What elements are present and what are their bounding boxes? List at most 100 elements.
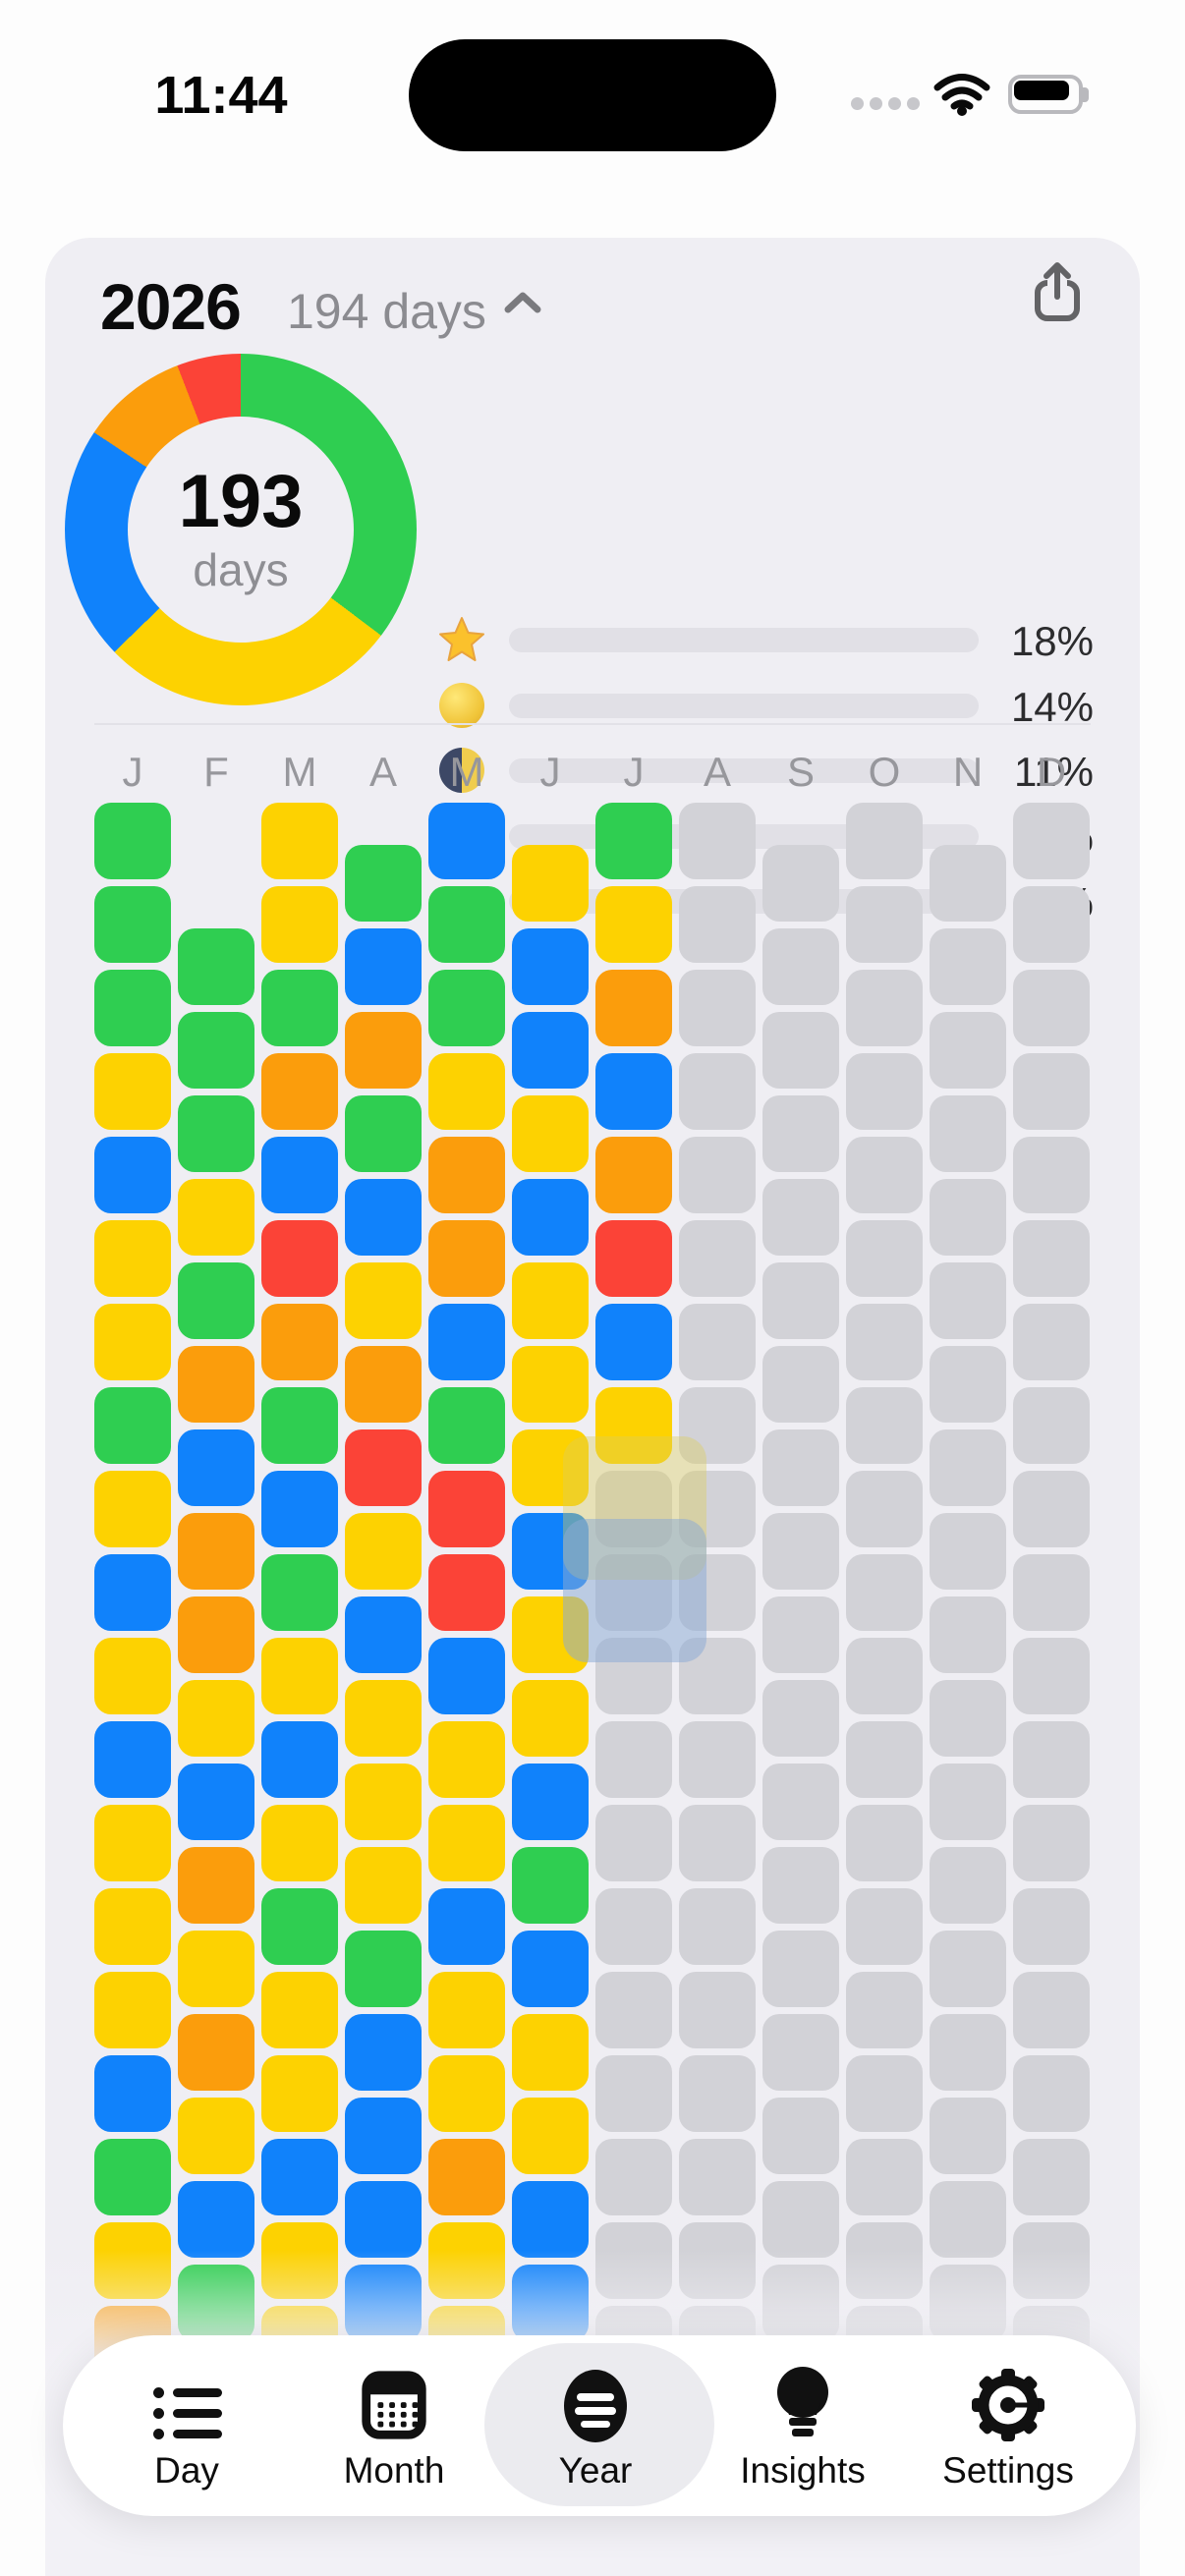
day-cell[interactable] [595,803,672,879]
day-cell[interactable] [345,1011,422,1089]
day-cell[interactable] [846,1721,923,1798]
day-cell[interactable] [1013,1972,1090,2048]
day-cell[interactable] [345,2013,422,2091]
day-cell[interactable] [178,1763,254,1840]
day-cell[interactable] [679,1387,756,1464]
day-cell[interactable] [930,1679,1006,1757]
day-cell[interactable] [1013,1053,1090,1130]
day-cell[interactable] [178,1178,254,1256]
day-cell[interactable] [1013,1888,1090,1965]
day-cell[interactable] [512,1345,589,1423]
day-cell[interactable] [846,1387,923,1464]
day-cell[interactable] [595,1304,672,1380]
day-cell[interactable] [595,1387,672,1464]
day-cell[interactable] [1013,886,1090,963]
day-cell[interactable] [595,1220,672,1297]
day-cell[interactable] [930,2013,1006,2091]
day-cell[interactable] [428,1471,505,1547]
day-cell[interactable] [930,1094,1006,1172]
day-cell[interactable] [261,1304,338,1380]
day-cell[interactable] [178,2013,254,2091]
day-cell[interactable] [178,1094,254,1172]
day-cell[interactable] [762,1763,839,1840]
day-cell[interactable] [261,1638,338,1714]
day-cell[interactable] [846,2055,923,2132]
day-cell[interactable] [428,803,505,879]
day-cell[interactable] [428,1220,505,1297]
day-cell[interactable] [930,1178,1006,1256]
day-cell[interactable] [261,1220,338,1297]
tab-day[interactable]: Day [84,2335,290,2516]
day-cell[interactable] [762,844,839,922]
day-cell[interactable] [930,1930,1006,2007]
day-cell[interactable] [178,1846,254,1924]
day-cell[interactable] [94,1888,171,1965]
day-cell[interactable] [512,1846,589,1924]
day-cell[interactable] [846,1554,923,1631]
day-cell[interactable] [846,1805,923,1881]
day-cell[interactable] [428,1554,505,1631]
day-cell[interactable] [345,1596,422,1673]
day-cell[interactable] [846,2139,923,2215]
day-cell[interactable] [846,1304,923,1380]
day-cell[interactable] [762,1512,839,1590]
day-cell[interactable] [679,803,756,879]
day-cell[interactable] [1013,1387,1090,1464]
day-cell[interactable] [178,1679,254,1757]
day-cell[interactable] [762,1846,839,1924]
day-cell[interactable] [1013,1137,1090,1213]
day-cell[interactable] [762,1596,839,1673]
day-cell[interactable] [846,1888,923,1965]
day-cell[interactable] [178,1596,254,1673]
day-cell[interactable] [595,1972,672,2048]
day-cell[interactable] [94,886,171,963]
day-cell[interactable] [930,844,1006,922]
day-cell[interactable] [846,886,923,963]
day-cell[interactable] [94,1805,171,1881]
day-cell[interactable] [261,1721,338,1798]
day-cell[interactable] [930,1261,1006,1339]
day-cell[interactable] [512,2097,589,2174]
day-cell[interactable] [679,1304,756,1380]
day-cell[interactable] [345,1846,422,1924]
day-cell[interactable] [261,1554,338,1631]
day-cell[interactable] [595,970,672,1046]
day-cell[interactable] [679,1972,756,2048]
day-cell[interactable] [428,1638,505,1714]
day-cell[interactable] [261,1053,338,1130]
day-cell[interactable] [94,803,171,879]
day-cell[interactable] [930,1428,1006,1506]
day-cell[interactable] [846,1137,923,1213]
day-cell[interactable] [1013,1471,1090,1547]
day-cell[interactable] [512,2013,589,2091]
day-cell[interactable] [428,970,505,1046]
day-cell[interactable] [428,1137,505,1213]
day-cell[interactable] [261,2139,338,2215]
day-cell[interactable] [930,1345,1006,1423]
day-cell[interactable] [512,1261,589,1339]
day-cell[interactable] [1013,803,1090,879]
day-cell[interactable] [428,1304,505,1380]
day-cell[interactable] [930,1763,1006,1840]
day-cell[interactable] [178,2097,254,2174]
day-cell[interactable] [261,1387,338,1464]
day-cell[interactable] [428,886,505,963]
share-button[interactable] [1026,257,1089,328]
day-cell[interactable] [94,1972,171,2048]
day-cell[interactable] [178,1512,254,1590]
day-cell[interactable] [762,1094,839,1172]
day-cell[interactable] [345,1261,422,1339]
day-cell[interactable] [178,1011,254,1089]
day-cell[interactable] [1013,1554,1090,1631]
day-cell[interactable] [595,886,672,963]
day-cell[interactable] [762,1428,839,1506]
day-cell[interactable] [1013,1220,1090,1297]
day-cell[interactable] [762,2097,839,2174]
day-cell[interactable] [512,844,589,922]
day-cell[interactable] [930,2097,1006,2174]
day-cell[interactable] [512,1763,589,1840]
day-cell[interactable] [595,1721,672,1798]
day-cell[interactable] [679,2139,756,2215]
day-cell[interactable] [261,1805,338,1881]
day-cell[interactable] [94,1304,171,1380]
